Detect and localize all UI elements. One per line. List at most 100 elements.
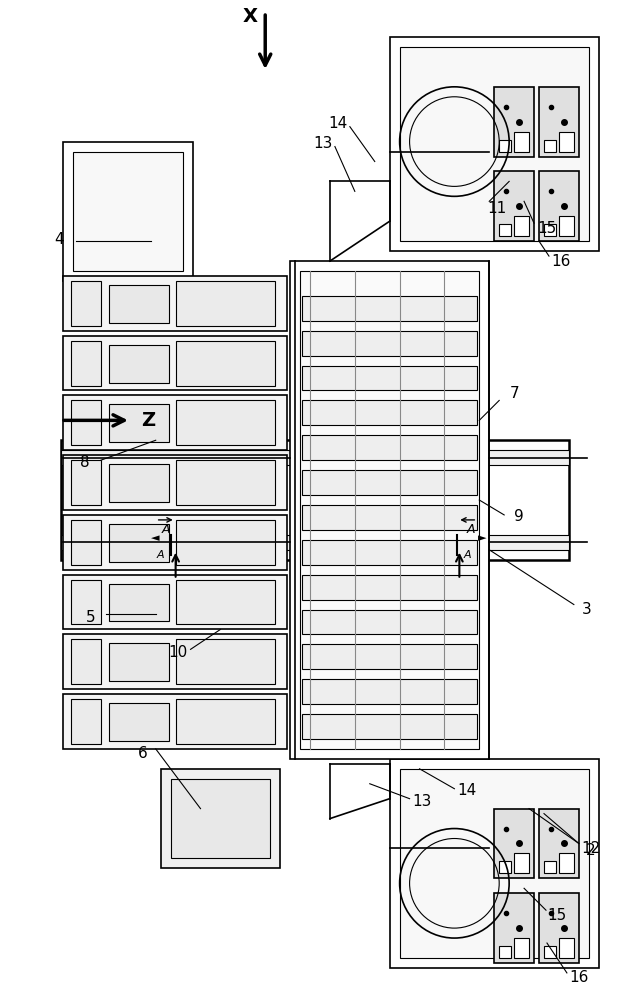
Bar (109, 345, 169, 383)
Text: 15: 15 (547, 908, 566, 923)
Text: 9: 9 (514, 509, 524, 524)
Bar (494, 893, 534, 963)
Bar (73, 152, 183, 271)
Bar (514, 938, 529, 958)
Bar (539, 893, 579, 963)
Bar (71, 520, 101, 565)
Bar (302, 470, 477, 495)
Text: ►: ► (478, 533, 487, 543)
Text: 7: 7 (509, 386, 519, 401)
Bar (302, 366, 477, 390)
Text: 4: 4 (54, 232, 64, 247)
Text: A: A (467, 523, 475, 536)
Bar (71, 460, 101, 505)
Bar (63, 395, 287, 450)
Bar (61, 440, 569, 560)
Text: 13: 13 (412, 794, 431, 809)
Bar (71, 639, 101, 684)
Bar (63, 455, 287, 510)
Text: 14: 14 (328, 116, 348, 131)
Bar (544, 224, 556, 236)
Bar (302, 331, 477, 356)
Text: 6: 6 (138, 746, 148, 761)
Bar (494, 171, 534, 241)
Bar (539, 809, 579, 878)
Bar (176, 460, 275, 505)
Bar (302, 679, 477, 704)
Text: 13: 13 (313, 136, 332, 151)
Text: Z: Z (141, 411, 155, 430)
Bar (61, 535, 569, 550)
Bar (302, 575, 477, 600)
Bar (109, 464, 169, 502)
Bar (161, 769, 280, 868)
Bar (302, 610, 477, 634)
Bar (63, 276, 287, 331)
Bar (559, 938, 574, 958)
Bar (63, 575, 287, 629)
Bar (61, 450, 569, 465)
Bar (176, 699, 275, 744)
Bar (494, 809, 534, 878)
Bar (399, 769, 589, 958)
Bar (109, 285, 169, 323)
Bar (302, 296, 477, 321)
Text: 16: 16 (569, 970, 588, 985)
Text: 2: 2 (586, 843, 595, 858)
Bar (559, 216, 574, 236)
Bar (176, 520, 275, 565)
Bar (63, 694, 287, 749)
Bar (109, 404, 169, 442)
Bar (399, 47, 589, 241)
Bar (539, 87, 579, 157)
Bar (109, 524, 169, 562)
Bar (302, 435, 477, 460)
Text: 15: 15 (537, 221, 557, 236)
Bar (514, 216, 529, 236)
Bar (171, 779, 270, 858)
Bar (300, 271, 479, 749)
Bar (499, 861, 511, 873)
Bar (390, 37, 599, 251)
Bar (63, 515, 287, 570)
Bar (514, 132, 529, 152)
Bar (71, 580, 101, 624)
Bar (71, 699, 101, 744)
Text: A: A (463, 550, 471, 560)
Bar (514, 853, 529, 873)
Text: 10: 10 (168, 645, 187, 660)
Bar (302, 540, 477, 565)
Bar (176, 281, 275, 326)
Text: 3: 3 (582, 602, 592, 617)
Bar (390, 759, 599, 968)
Bar (559, 853, 574, 873)
Bar (109, 584, 169, 621)
Bar (544, 946, 556, 958)
Bar (302, 714, 477, 739)
Bar (494, 87, 534, 157)
Text: A: A (157, 550, 164, 560)
Bar (176, 400, 275, 445)
Bar (290, 261, 489, 759)
Bar (63, 142, 193, 281)
Text: 16: 16 (551, 254, 571, 269)
Text: 11: 11 (487, 201, 507, 216)
Bar (302, 505, 477, 530)
Bar (544, 861, 556, 873)
Bar (109, 703, 169, 741)
Text: 12: 12 (581, 841, 600, 856)
Bar (302, 644, 477, 669)
Text: 5: 5 (86, 610, 96, 625)
Text: A: A (161, 523, 170, 536)
Bar (176, 580, 275, 624)
Bar (71, 281, 101, 326)
Bar (559, 132, 574, 152)
Bar (176, 341, 275, 386)
Bar (499, 224, 511, 236)
Bar (109, 643, 169, 681)
Text: 14: 14 (458, 783, 477, 798)
Bar (499, 946, 511, 958)
Bar (63, 634, 287, 689)
Bar (176, 639, 275, 684)
Bar (71, 341, 101, 386)
